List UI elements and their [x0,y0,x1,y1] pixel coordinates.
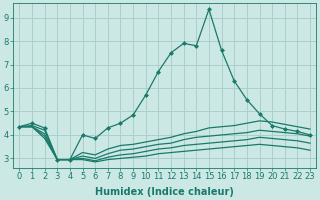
X-axis label: Humidex (Indice chaleur): Humidex (Indice chaleur) [95,187,234,197]
